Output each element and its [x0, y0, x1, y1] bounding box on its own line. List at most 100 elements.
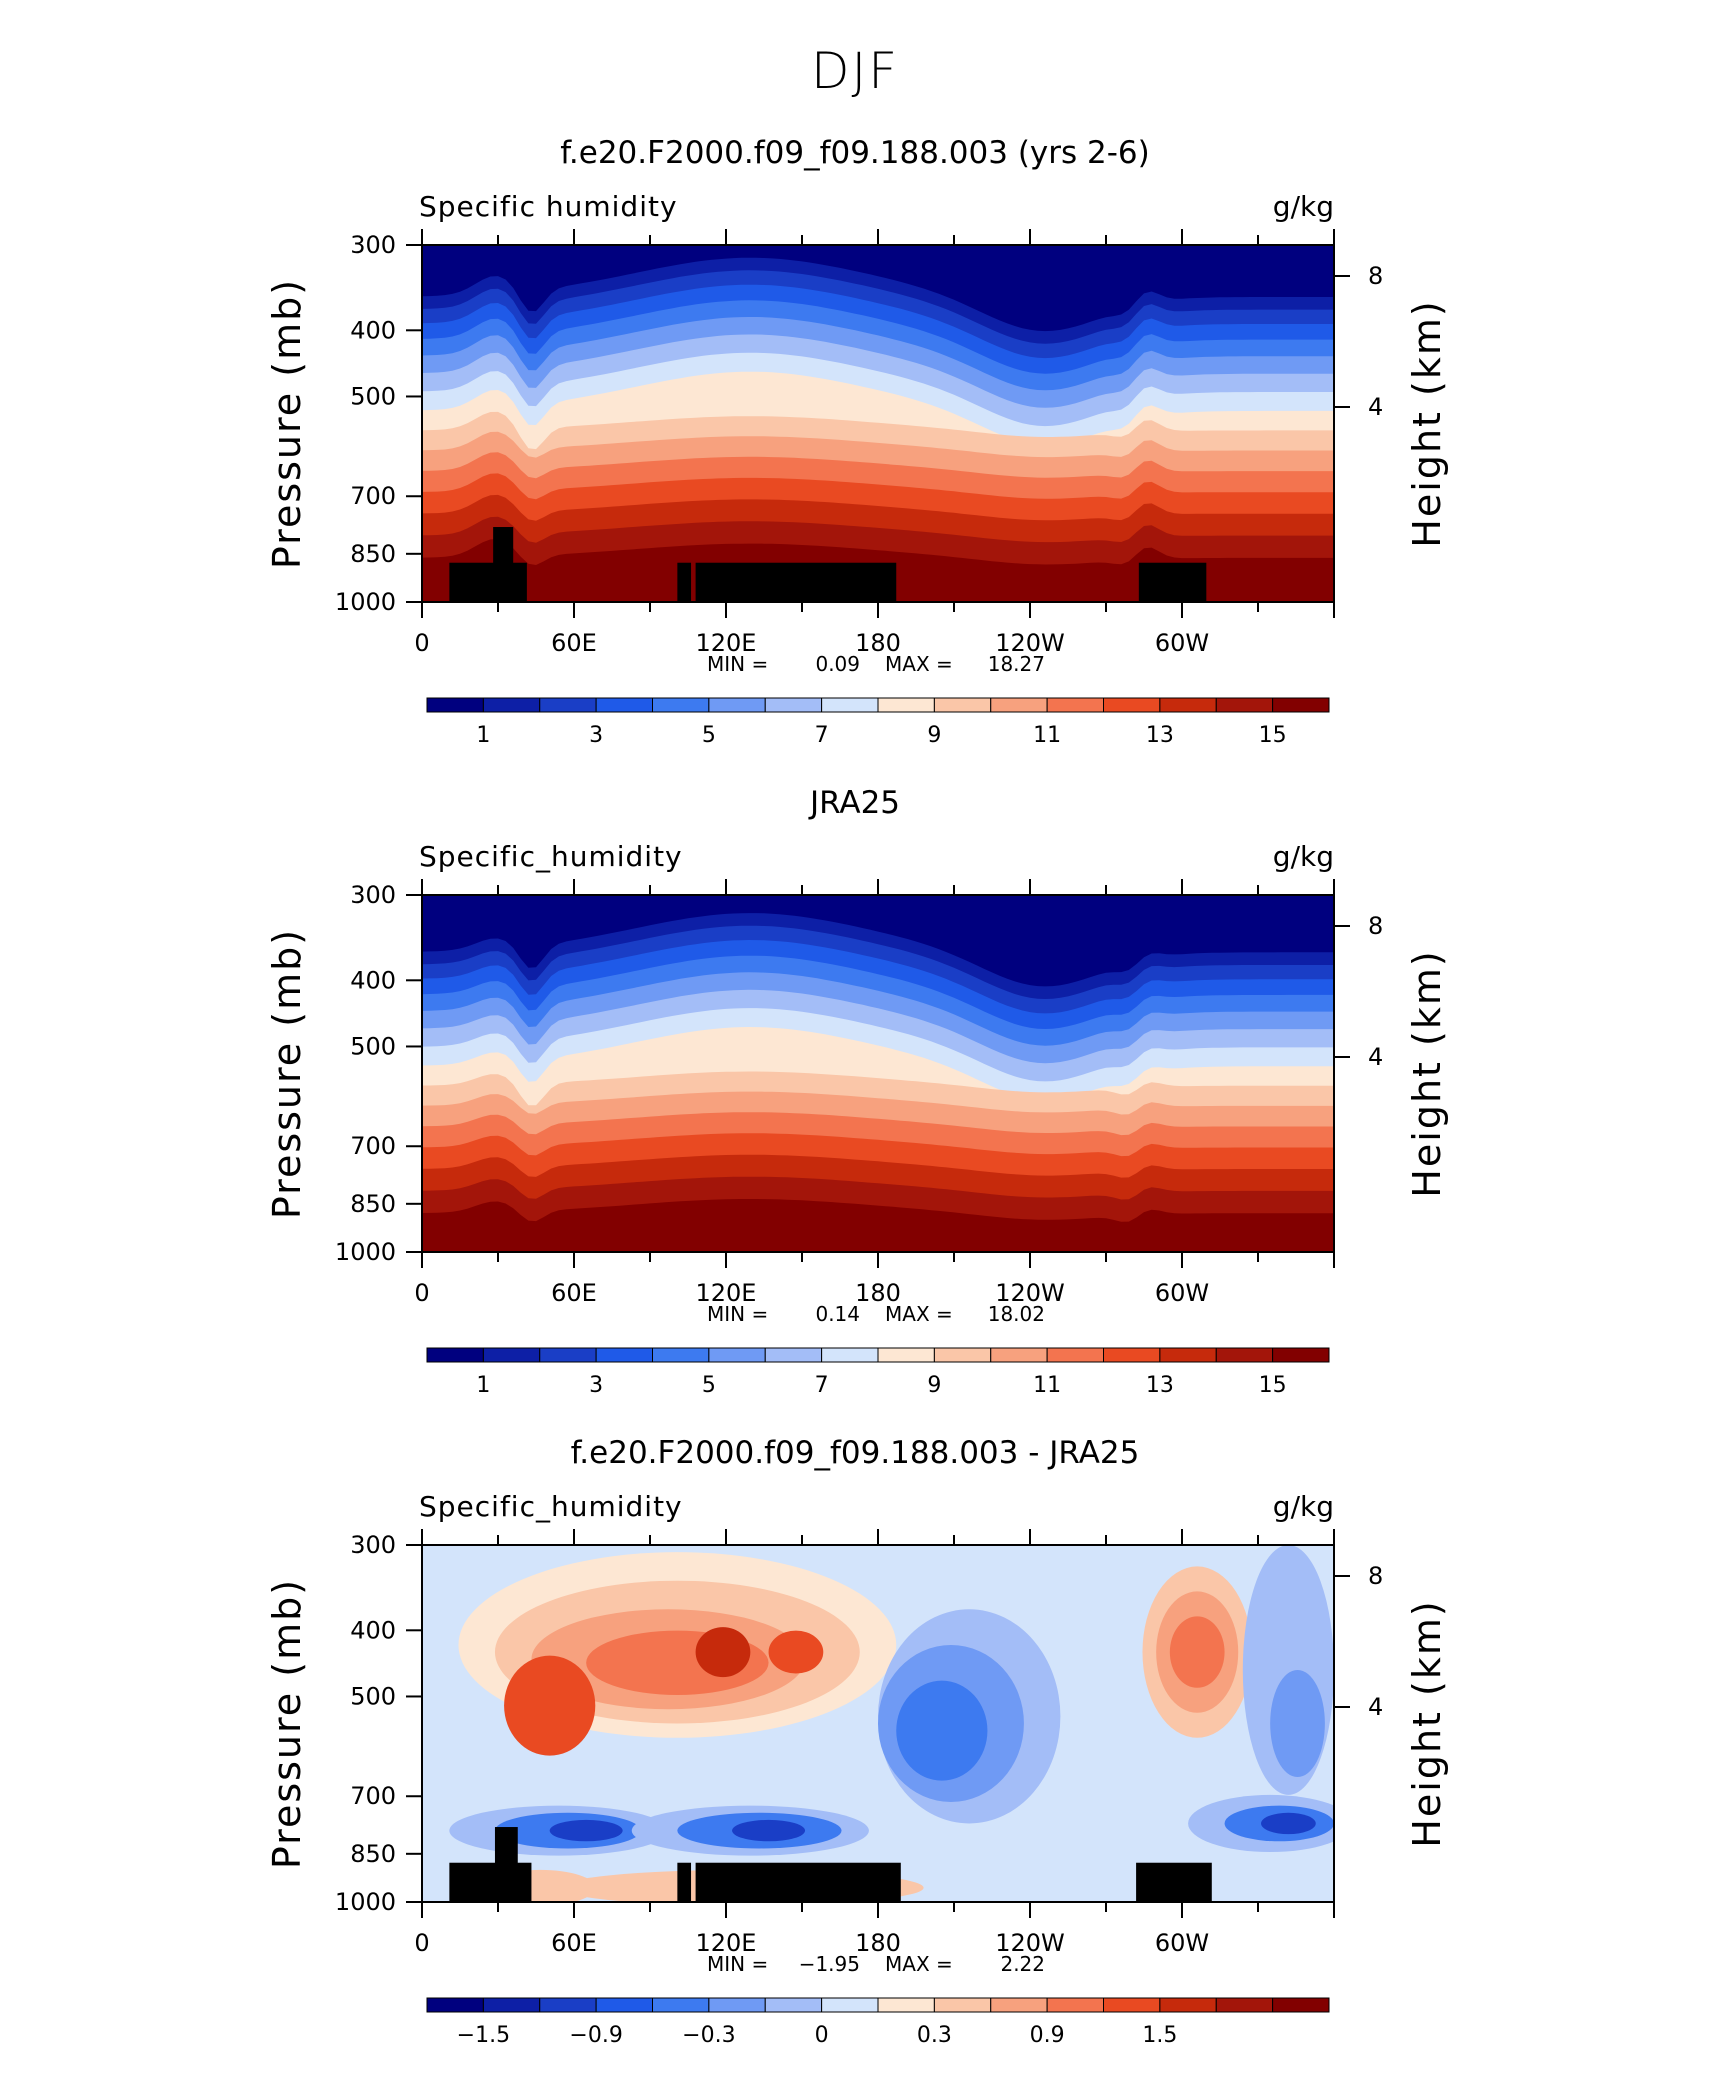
x-tick-label: 60E	[551, 629, 597, 657]
y-tick-label: 850	[350, 1190, 396, 1218]
colorbar-swatch	[539, 1347, 597, 1363]
y-tick-label: 300	[350, 881, 396, 909]
y-tick-label: 300	[350, 231, 396, 259]
colorbar-label: 1.5	[1142, 2023, 1177, 2048]
y-tick-label: 700	[350, 1132, 396, 1160]
y-tick-label: 500	[350, 1682, 396, 1710]
colorbar-swatch	[1159, 1347, 1217, 1363]
x-tick-label: 120E	[696, 1929, 757, 1957]
colorbar-swatch	[595, 1347, 653, 1363]
y-tick-label: 300	[350, 1531, 396, 1559]
y-tick-label: 1000	[335, 1888, 396, 1916]
colorbar-label: 1	[476, 723, 490, 748]
colorbar-label: 3	[589, 1373, 603, 1398]
panel-title: f.e20.F2000.f09_f09.188.003 (yrs 2-6)	[560, 135, 1150, 171]
x-tick-label: 120E	[696, 629, 757, 657]
colorbar-swatch	[1103, 1347, 1161, 1363]
colorbar-swatch	[933, 1347, 992, 1363]
colorbar-label: 3	[589, 723, 603, 748]
colorbar-swatch	[933, 1997, 992, 2013]
units-label: g/kg	[1273, 1490, 1334, 1523]
colorbar-label: 5	[702, 1373, 716, 1398]
colorbar-label: −1.5	[457, 2023, 510, 2048]
colorbar-label: 0.3	[917, 2023, 952, 2048]
y-axis-title: Pressure (mb)	[265, 1578, 309, 1869]
variable-label: Specific_humidity	[419, 1490, 683, 1523]
topography-mask	[677, 562, 692, 602]
x-tick-label: 180	[855, 1279, 901, 1307]
colorbar-swatch	[821, 697, 879, 713]
colorbar-swatch	[426, 1997, 484, 2013]
colorbar-swatch	[708, 697, 766, 713]
x-tick-label: 180	[855, 1929, 901, 1957]
colorbar-swatch	[1272, 1347, 1330, 1363]
colorbar-swatch	[764, 1347, 823, 1363]
x-tick-label: 60E	[551, 1279, 597, 1307]
colorbar-swatch	[877, 1347, 935, 1363]
min-label: MIN =	[707, 1302, 768, 1326]
variable-label: Specific_humidity	[419, 840, 683, 873]
colorbar-label: 1	[476, 1373, 490, 1398]
contour-band	[1270, 1669, 1325, 1778]
colorbar-swatch	[877, 697, 935, 713]
contour-band	[695, 1627, 751, 1678]
right-tick-label: 4	[1368, 1043, 1383, 1071]
colorbar-label: 7	[815, 1373, 829, 1398]
x-tick-label: 0	[414, 1279, 429, 1307]
colorbar-swatch	[652, 1347, 710, 1363]
min-label: MIN =	[707, 652, 768, 676]
colorbar-label: 11	[1033, 1373, 1061, 1398]
colorbar-swatch	[1159, 697, 1217, 713]
colorbar-swatch	[482, 1347, 541, 1363]
panel-title: JRA25	[808, 785, 900, 821]
colorbar-swatch	[1272, 1997, 1330, 2013]
y-tick-label: 400	[350, 966, 396, 994]
colorbar-swatch	[652, 1997, 710, 2013]
contour-band	[768, 1630, 824, 1674]
contour-band	[896, 1680, 988, 1781]
colorbar-swatch	[990, 1997, 1048, 2013]
y-tick-label: 700	[350, 482, 396, 510]
topography-mask	[493, 527, 514, 602]
right-axis-title: Height (km)	[1405, 1599, 1449, 1847]
panel-1: f.e20.F2000.f09_f09.188.003 (yrs 2-6) Spe…	[265, 135, 1449, 748]
colorbar-swatch	[821, 1997, 879, 2013]
topography-mask	[1136, 1862, 1212, 1902]
x-tick-label: 180	[855, 629, 901, 657]
x-tick-label: 60W	[1155, 1279, 1209, 1307]
colorbar-label: 15	[1259, 723, 1287, 748]
topography-mask	[449, 1862, 532, 1902]
y-tick-label: 850	[350, 1840, 396, 1868]
contour-field	[422, 1545, 1334, 1902]
x-tick-label: 60W	[1155, 1929, 1209, 1957]
colorbar-label: 5	[702, 723, 716, 748]
colorbar-swatch	[595, 697, 653, 713]
topography-mask	[695, 562, 897, 602]
colorbar-swatch	[652, 697, 710, 713]
right-tick-label: 4	[1368, 1693, 1383, 1721]
colorbar-swatch	[990, 697, 1048, 713]
colorbar-label: 0	[815, 2023, 829, 2048]
units-label: g/kg	[1273, 840, 1334, 873]
y-tick-label: 500	[350, 382, 396, 410]
colorbar-label: 7	[815, 723, 829, 748]
colorbar-swatch	[1272, 697, 1330, 713]
topography-mask	[494, 1827, 518, 1902]
min-value: −1.95	[799, 1952, 860, 1976]
contour-field	[422, 245, 1334, 602]
contour-band	[1169, 1616, 1225, 1688]
x-tick-label: 120W	[995, 1929, 1065, 1957]
y-tick-label: 1000	[335, 588, 396, 616]
min-value: 0.09	[815, 652, 860, 676]
colorbar-swatch	[1046, 1997, 1104, 2013]
topography-mask	[449, 562, 527, 602]
max-value: 18.02	[988, 1302, 1045, 1326]
topography-mask	[677, 1862, 692, 1902]
variable-label: Specific humidity	[419, 190, 678, 223]
colorbar-label: −0.9	[569, 2023, 622, 2048]
colorbar-swatch	[1046, 697, 1104, 713]
colorbar-label: −0.3	[682, 2023, 735, 2048]
right-axis-title: Height (km)	[1405, 949, 1449, 1197]
right-tick-label: 4	[1368, 393, 1383, 421]
x-tick-label: 60E	[551, 1929, 597, 1957]
